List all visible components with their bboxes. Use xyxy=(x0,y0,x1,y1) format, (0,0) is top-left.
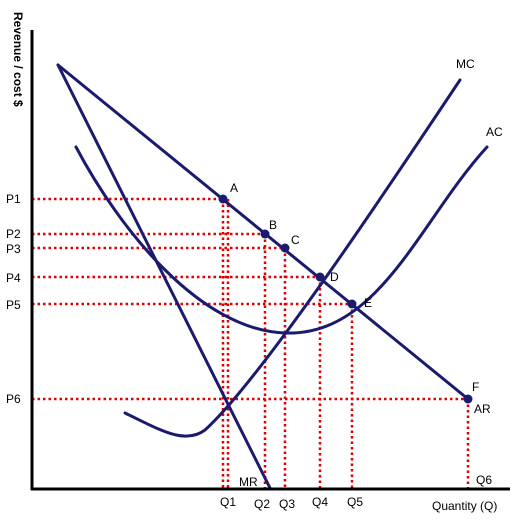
point-b-label: B xyxy=(269,218,277,232)
q3-label: Q3 xyxy=(279,497,295,511)
mr-label: MR xyxy=(239,475,258,489)
ar-label: AR xyxy=(474,402,491,416)
point-f-marker xyxy=(463,394,473,404)
p3-label: P3 xyxy=(6,242,21,256)
mc-label: MC xyxy=(456,57,475,71)
point-b-marker xyxy=(260,229,270,239)
q5-label: Q5 xyxy=(347,495,363,509)
mr-curve xyxy=(56,63,272,490)
point-d-marker xyxy=(315,272,325,282)
point-f-label: F xyxy=(472,380,479,394)
x-axis-title: Quantity (Q) xyxy=(432,499,497,513)
point-c-marker xyxy=(280,243,290,253)
q2-label: Q2 xyxy=(254,497,270,511)
q4-label: Q4 xyxy=(312,495,328,509)
p4-label: P4 xyxy=(6,271,21,285)
p1-label: P1 xyxy=(6,192,21,206)
points xyxy=(218,194,473,404)
ac-curve xyxy=(74,145,489,335)
mc-curve xyxy=(123,78,462,438)
guide-lines xyxy=(32,197,470,488)
axes xyxy=(30,30,510,491)
point-e-label: E xyxy=(364,296,372,310)
p2-label: P2 xyxy=(6,227,21,241)
point-a-marker xyxy=(218,194,228,204)
point-c-label: C xyxy=(291,233,300,247)
y-axis-title: Revenue / cost $ xyxy=(11,12,25,107)
point-e-marker xyxy=(347,299,357,309)
point-a-label: A xyxy=(230,181,238,195)
point-d-label: D xyxy=(330,270,339,284)
p5-label: P5 xyxy=(6,298,21,312)
q1-label: Q1 xyxy=(220,495,236,509)
ac-label: AC xyxy=(486,125,503,139)
p6-label: P6 xyxy=(6,392,21,406)
q6-label: Q6 xyxy=(476,473,492,487)
